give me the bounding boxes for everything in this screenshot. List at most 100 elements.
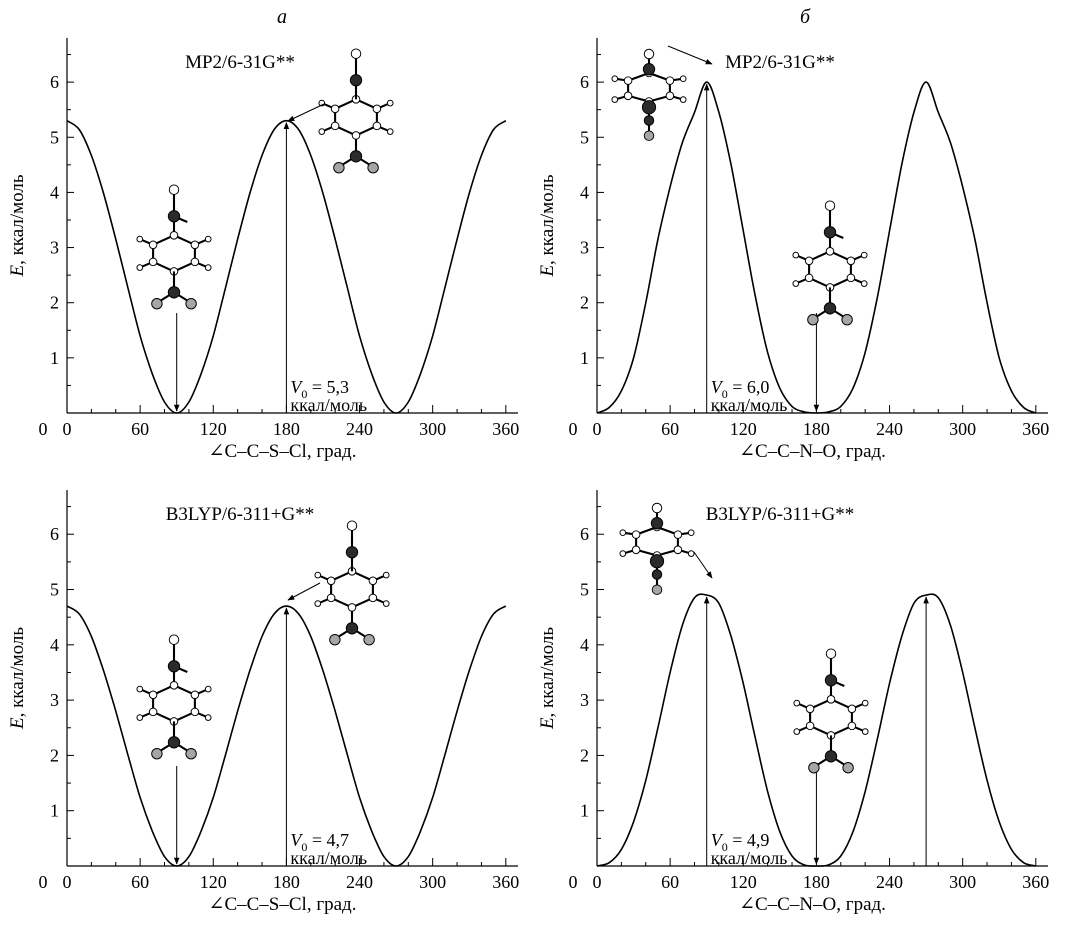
atom [382,600,390,607]
molecule-maximum-a-top [318,48,394,174]
x-tick-label: 360 [1022,419,1049,439]
atom [619,550,627,557]
atom [363,634,375,646]
x-tick-label: 240 [346,872,373,892]
x-tick-label: 0 [63,419,72,439]
origin-label: 0 [39,419,48,439]
barrier-unit: ккал/моль [711,848,788,868]
x-tick-label: 180 [273,419,300,439]
atom [824,200,836,211]
atom [861,699,869,707]
y-tick-label: 4 [50,182,59,202]
atom [841,314,853,326]
atom [386,99,394,107]
atom [673,530,683,539]
y-axis-label: E, ккал/моль [537,174,558,277]
energy-curve [596,593,1037,867]
x-tick-label: 300 [419,419,446,439]
y-tick-label: 5 [50,127,59,147]
atom [805,704,815,714]
atom [190,240,200,250]
atom [204,714,212,721]
y-tick-label: 5 [580,127,589,147]
atom [372,121,382,131]
x-tick-label: 240 [346,419,373,439]
method-title: B3LYP/6-311+G** [166,504,315,525]
atom [860,280,868,287]
atom [345,622,359,635]
atom [151,298,163,310]
atom [846,256,856,266]
atom [204,685,212,693]
y-tick-label: 2 [580,745,589,765]
x-tick-label: 180 [273,872,300,892]
atom [824,750,838,763]
energy-curve [596,81,1037,414]
atom [136,685,144,693]
atom [168,634,180,645]
origin-label: 0 [569,872,578,892]
atom [326,576,336,586]
x-tick-label: 300 [949,872,976,892]
y-axis-label: E, ккал/моль [7,174,28,277]
atom [136,235,144,243]
atom [167,660,181,673]
atom [345,546,359,559]
x-tick-label: 300 [949,419,976,439]
atom [679,96,687,103]
atom [804,256,814,266]
barrier-label: V0 = 4,9 [711,830,770,854]
atom [382,571,390,579]
atom [793,728,801,735]
atom [651,584,663,595]
atom [351,131,361,140]
atom [649,554,665,569]
barrier-unit: ккал/моль [290,395,367,415]
atom [793,699,801,707]
atom [651,502,663,514]
molecule-maximum-b-top [611,48,687,141]
origin-label: 0 [569,419,578,439]
atom [642,63,656,76]
x-tick-label: 0 [593,419,602,439]
atom [347,603,357,612]
atom [168,184,180,195]
barrier-unit: ккал/моль [711,395,788,415]
atom [167,736,181,749]
atom [204,235,212,243]
atom [314,571,322,579]
atom [673,545,683,555]
method-title: MP2/6-31G** [725,52,835,73]
column-label-b: б [800,6,811,28]
molecule-minimum-b-bottom [793,648,869,774]
x-tick-label: 300 [419,872,446,892]
atom [349,150,363,163]
energy-curve [66,119,507,414]
molecule-maximum-a-bottom [314,520,390,646]
atom [330,104,340,114]
x-tick-label: 60 [131,419,149,439]
y-tick-label: 5 [580,580,589,600]
atom [333,162,345,174]
atom [641,100,657,115]
x-tick-label: 120 [200,419,227,439]
atom [846,273,856,283]
atom [631,545,641,555]
y-tick-label: 4 [580,182,589,202]
atom [792,280,800,287]
barrier-label: V0 = 5,3 [290,377,349,401]
atom [823,302,837,315]
x-axis-label: ∠C–C–N–O, град. [739,441,886,462]
y-tick-label: 2 [50,293,59,313]
atom [861,728,869,735]
x-tick-label: 360 [1022,872,1049,892]
atom [151,748,163,760]
atom [148,257,158,267]
barrier-label: V0 = 6,0 [711,377,770,401]
pointer-arrow [693,551,713,579]
pointer-arrow [287,582,321,601]
